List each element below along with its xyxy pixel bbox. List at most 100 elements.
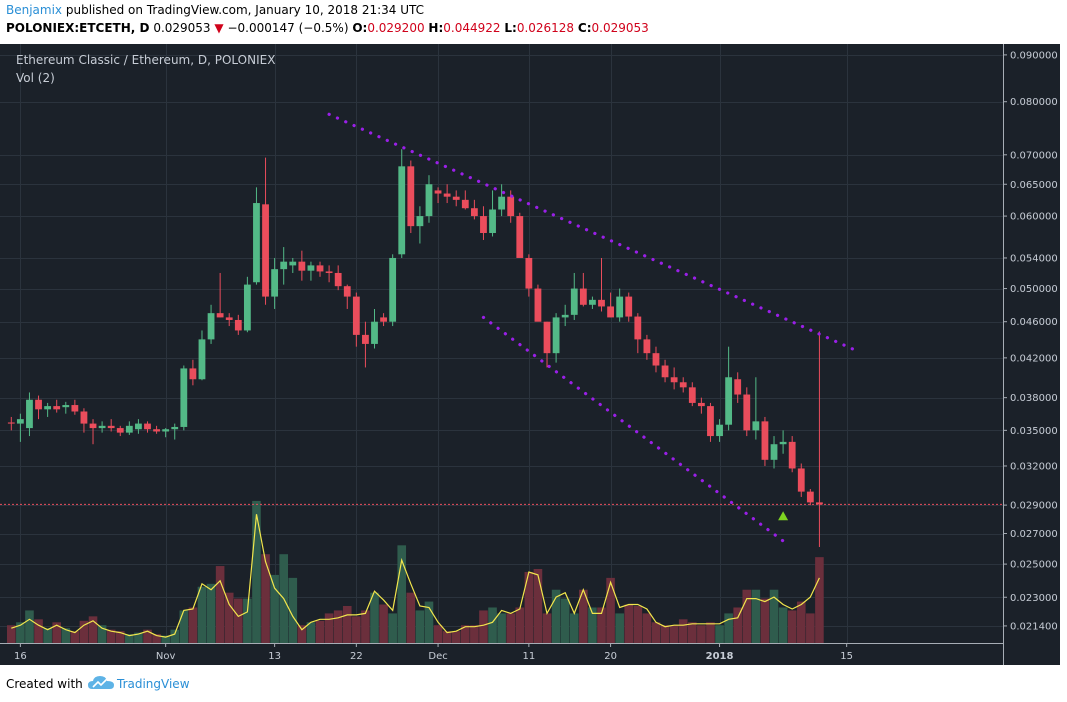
volume-bar [352,616,361,643]
candle-body [53,406,61,410]
chart-panel[interactable]: 0.090000 0.080000 0.070000 0.065000 0.060000… [0,44,1060,665]
volume-bar [424,601,434,643]
candle-body [171,426,179,430]
volume-bar [43,628,52,643]
candle-body [498,196,506,210]
volume-bar [206,583,216,643]
trendlines[interactable] [327,112,858,543]
high-label: H: [428,21,444,35]
candle-body [234,319,242,331]
candle-body [371,321,378,344]
candle-body [707,406,714,437]
price-tick-label: 0.046000 [1010,317,1058,328]
volume-bar [597,607,606,643]
candle-body [253,203,260,283]
tradingview-cloud-icon[interactable] [88,675,114,691]
volume-bar [551,589,561,643]
candle-body [634,316,642,340]
volume-bar [125,634,134,643]
symbol-label: POLONIEX:ETCETH, D [6,21,150,35]
volume-bar [234,598,243,643]
low-label: L: [504,21,517,35]
candle-body [670,377,678,383]
price-tick-label: 0.025000 [1010,560,1058,571]
volume-bar [615,613,624,643]
candle-body [652,353,660,366]
price-tick-label: 0.038000 [1010,393,1058,404]
price-tick-label: 0.027000 [1010,529,1058,540]
candle-body [343,286,351,297]
candle-body [62,405,70,408]
candle-body [743,394,751,431]
candle-body [570,288,578,315]
volume-bar [7,625,16,643]
high-value: 0.044922 [443,21,501,35]
candle-body [525,257,533,289]
volume-bar [388,613,397,643]
volume-bar [678,619,688,643]
candle-body [761,421,769,460]
candle-body [380,317,387,322]
volume-bar [315,620,325,643]
volume-bar [642,613,652,643]
candle-body [207,313,215,340]
volume-bar [224,592,234,643]
volume-bar [669,625,679,643]
candle-body [262,204,269,297]
candle-body [716,424,723,437]
candle-body [688,387,696,403]
candle-body [216,313,224,318]
candle-body [407,166,415,227]
candle-body [362,334,369,344]
volume-bar [197,586,207,643]
volume-bar [524,571,534,643]
candle-body [552,317,560,354]
candle-body [271,269,279,297]
candle-body [125,425,133,433]
candle-body [770,444,778,460]
candle-body [607,306,614,318]
candle-body [516,216,524,258]
author-link[interactable]: Benjamix [6,3,63,17]
price-chart[interactable]: 0.090000 0.080000 0.070000 0.065000 0.060000… [0,44,1060,665]
volume-bar [569,613,579,643]
volume-bar [252,500,261,643]
volume-bar [134,632,143,643]
volume-bar [188,607,198,643]
tradingview-brand-link[interactable]: TradingView [117,677,190,691]
candle-body [625,296,633,317]
candle-body [598,299,605,307]
volume-bar [106,629,116,643]
price-change: −0.000147 (−0.5%) [227,21,349,35]
volume-bar [415,610,425,643]
candle-body [752,421,760,431]
candle-body [107,425,115,429]
candle-body [35,399,42,410]
volume-bar [488,607,497,643]
candle-body [816,502,823,505]
price-tick-label: 0.021400 [1010,621,1058,632]
candle-body [579,288,587,305]
legend-volume[interactable]: Vol (2) [16,71,55,85]
volume-ma-line [11,514,820,638]
volume-bar [88,616,98,643]
candle-body [298,261,306,271]
volume-bar [560,598,570,643]
candle-body [98,425,106,429]
open-value: 0.029200 [367,21,425,35]
candle-body [470,208,478,217]
volume-bar [361,610,370,643]
candle-body [389,257,397,322]
candle-body [697,402,705,407]
candle-body [153,429,160,432]
candle-body [80,411,88,424]
volume-bar [497,613,506,643]
candle-body [589,299,596,305]
candle-body [16,419,24,424]
price-tick-label: 0.080000 [1010,97,1058,108]
candle-body [489,209,496,233]
candle-body [352,296,360,335]
volume-bar [778,607,788,643]
volume-bar [161,635,170,643]
price-tick-label: 0.032000 [1010,461,1058,472]
